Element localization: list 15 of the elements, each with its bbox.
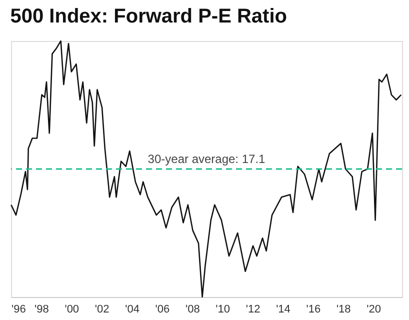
x-tick-label: '06 [155,304,170,316]
x-tick-label: '98 [34,304,49,316]
chart-title: 500 Index: Forward P-E Ratio [10,5,287,28]
x-tick-label: '14 [276,304,290,316]
x-tick-label: '02 [94,304,110,316]
annotation: 30-year average: 17.1 [148,152,266,166]
x-tick-label: '16 [306,304,321,316]
x-tick-label: '08 [185,304,200,316]
x-tick-label: '10 [216,304,230,316]
x-tick-label: '04 [125,304,140,316]
x-tick-label: '00 [64,304,80,316]
x-tick-label: '96 [12,304,26,316]
x-tick-label: '18 [336,304,351,316]
x-tick-label: '12 [246,304,260,316]
x-tick-label: '20 [366,304,381,316]
